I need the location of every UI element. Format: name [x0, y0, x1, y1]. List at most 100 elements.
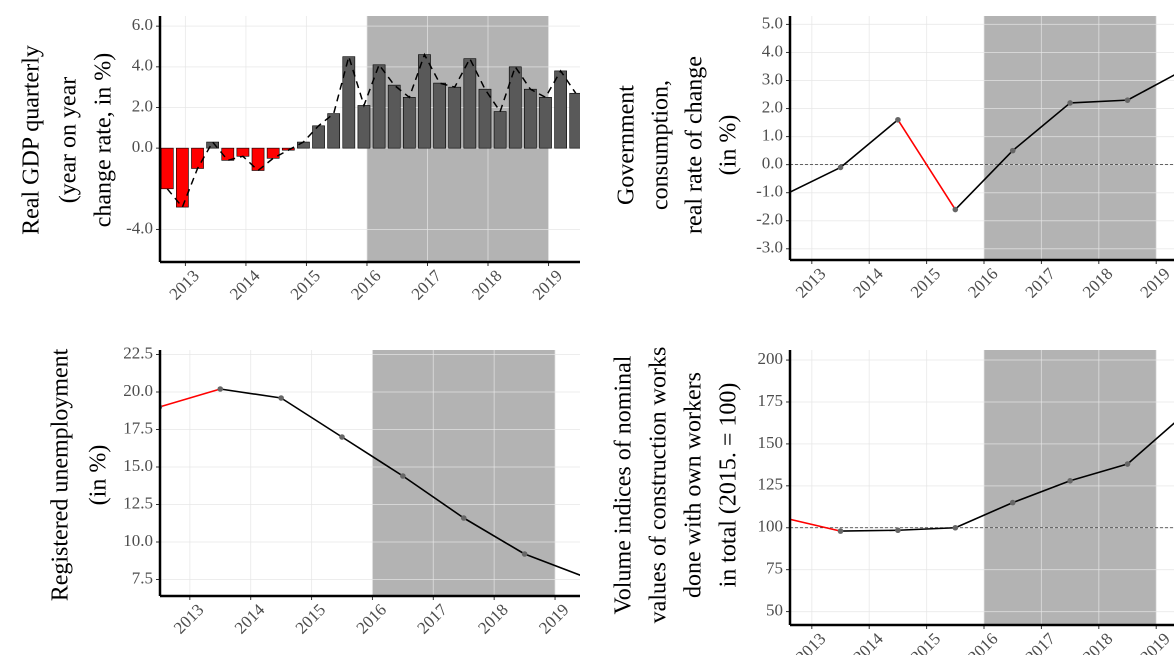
x-tick-label: 2016 [353, 600, 390, 637]
point [1009, 147, 1016, 154]
y-axis-title: (in %) [716, 115, 742, 176]
y-tick-label: 15.0 [123, 456, 153, 475]
bar [493, 111, 507, 149]
x-tick-label: 2019 [535, 600, 572, 637]
y-axis-title: Registered unemployment [48, 348, 74, 601]
point [339, 434, 345, 440]
line-segment [402, 475, 465, 519]
line-segment [840, 119, 899, 169]
x-tick-label: 2018 [474, 600, 511, 637]
y-axis-title: (year on year [56, 77, 82, 204]
line-segment [790, 518, 841, 532]
bar [372, 64, 386, 149]
y-tick-label: 0.0 [132, 137, 153, 156]
line-segment [524, 553, 580, 577]
line-segment [1070, 99, 1128, 104]
point [460, 515, 467, 521]
x-tick-label: 2019 [1136, 264, 1173, 301]
x-tick-label: 2014 [231, 600, 269, 638]
y-tick-label: -4.0 [126, 218, 153, 237]
y-tick-label: 100 [758, 517, 784, 536]
shaded-period [372, 350, 556, 596]
x-tick-label: 2017 [1022, 264, 1060, 302]
x-tick-label: 2016 [964, 264, 1001, 301]
x-tick-label: 2013 [792, 264, 829, 301]
line-segment [1127, 74, 1174, 101]
x-tick-label: 2018 [1079, 264, 1116, 301]
plot-area [160, 350, 580, 596]
bar [160, 147, 174, 190]
y-tick-label: 125 [758, 475, 784, 494]
point [895, 116, 901, 123]
bar [176, 147, 189, 208]
point [217, 386, 224, 392]
bar [221, 147, 235, 161]
line-segment [1012, 480, 1071, 504]
line-segment [954, 150, 1014, 211]
y-axis-title: Government [614, 85, 640, 205]
point [952, 206, 959, 213]
bar [478, 88, 492, 149]
x-tick-label: 2014 [226, 266, 264, 304]
x-tick-label: 2015 [287, 266, 324, 303]
point [952, 524, 959, 531]
line-segment [897, 119, 956, 210]
bar [342, 56, 356, 149]
line-segment [341, 436, 404, 477]
point [1067, 100, 1073, 106]
line-segment [160, 388, 221, 408]
bar [554, 70, 567, 149]
y-axis-title: real rate of change [682, 56, 708, 234]
x-tick-label: 2017 [1022, 629, 1060, 655]
x-tick-label: 2014 [849, 629, 887, 655]
y-tick-label: 150 [758, 433, 784, 452]
x-tick-label: 2013 [792, 629, 829, 655]
line-segment [954, 501, 1014, 529]
x-tick-label: 2013 [166, 266, 203, 303]
y-tick-label: 200 [758, 349, 784, 368]
y-tick-label: 17.5 [123, 418, 153, 437]
shaded-period [984, 350, 1157, 625]
bar [387, 84, 401, 149]
y-tick-label: 20.0 [123, 381, 153, 400]
bar [206, 141, 220, 149]
line-segment [1069, 463, 1128, 482]
y-tick-label: 6.0 [132, 15, 153, 34]
x-tick-label: 2016 [347, 266, 384, 303]
line-segment [840, 529, 898, 532]
bar [327, 113, 341, 149]
x-tick-label: 2014 [849, 264, 887, 302]
bar [508, 66, 522, 149]
y-tick-label: 22.5 [123, 343, 153, 362]
bar [402, 97, 416, 149]
y-tick-label: 2.0 [762, 97, 783, 116]
y-tick-label: 75 [766, 559, 783, 578]
y-tick-label: -1.0 [756, 182, 783, 201]
x-tick-label: 2015 [292, 600, 329, 637]
panel: 5.0 4.0 3.0 2.0 1.0 0.0 -1.0 -2.0 -3.0 2013 2014 20… [614, 13, 1174, 302]
bar [433, 82, 446, 149]
line-segment [897, 526, 956, 532]
y-axis-title: done with own workers [681, 372, 707, 598]
line-segment [220, 388, 282, 399]
point [1067, 477, 1073, 484]
bar [251, 147, 265, 171]
y-tick-label: 50 [766, 600, 783, 619]
x-tick-label: 2016 [964, 629, 1001, 655]
line-segment [280, 397, 343, 438]
point [837, 164, 844, 171]
point [895, 527, 901, 534]
bar [524, 88, 537, 149]
y-tick-label: 7.5 [132, 568, 153, 587]
y-axis-title: change rate, in %) [91, 53, 117, 228]
bar [569, 92, 580, 149]
bar [448, 86, 462, 149]
y-tick-label: 3.0 [762, 69, 783, 88]
line-segment [1012, 102, 1071, 152]
x-tick-label: 2017 [408, 266, 446, 304]
bar [312, 125, 325, 149]
y-tick-label: 1.0 [762, 126, 783, 145]
bar [539, 97, 552, 149]
bar [357, 105, 371, 149]
